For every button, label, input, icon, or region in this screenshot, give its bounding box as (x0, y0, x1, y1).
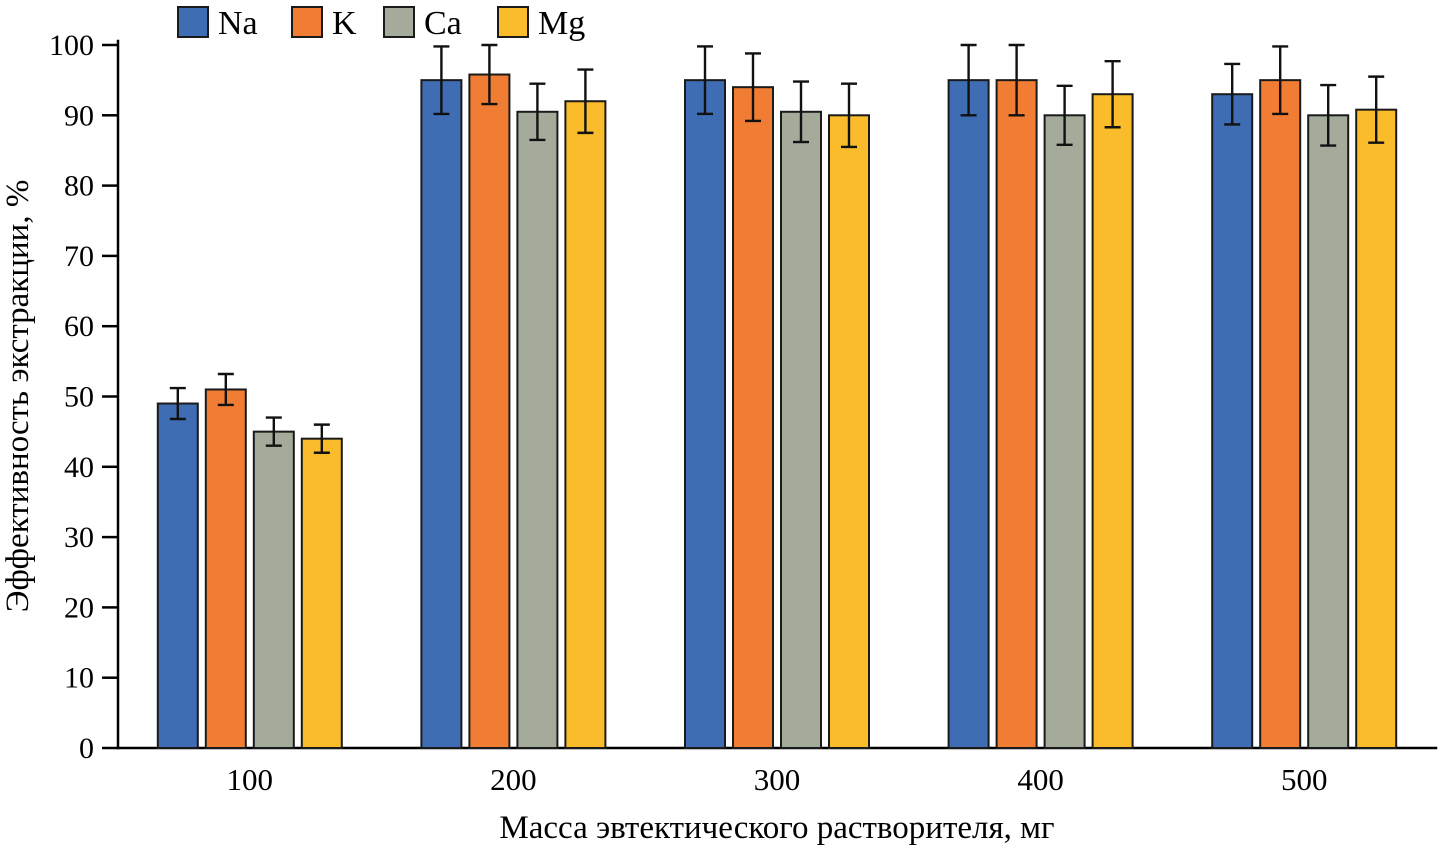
x-tick-label: 300 (754, 762, 801, 797)
bar-K-100 (204, 388, 247, 749)
legend-label-Ca: Ca (424, 5, 462, 42)
bar-Ca-200 (516, 110, 559, 750)
y-tick-label: 0 (79, 732, 94, 765)
bar-Ca-400 (1043, 114, 1086, 750)
bar-Na-300 (684, 79, 726, 749)
bar-Na-200 (420, 79, 463, 749)
legend-swatch-Mg (497, 6, 529, 38)
x-tick-label: 500 (1281, 762, 1328, 797)
y-tick-label: 60 (64, 310, 94, 343)
bar-Mg-300 (828, 114, 870, 750)
bar-Ca-100 (252, 430, 295, 749)
bar-Ca-300 (780, 110, 822, 750)
bar-K-200 (468, 73, 511, 749)
x-tick-label: 400 (1017, 762, 1064, 797)
bar-Mg-400 (1091, 93, 1134, 749)
y-tick-label: 40 (64, 451, 94, 484)
y-tick-label: 80 (64, 170, 94, 203)
legend-label-K: K (332, 5, 357, 42)
y-tick-label: 70 (64, 240, 94, 273)
legend-swatch-K (291, 6, 323, 38)
bar-Mg-100 (300, 437, 343, 749)
legend: Na K Ca Mg (177, 5, 585, 42)
legend-label-Mg: Mg (538, 5, 585, 42)
y-tick-label: 50 (64, 381, 94, 414)
bar-Ca-500 (1307, 114, 1350, 750)
legend-swatch-Ca (383, 6, 415, 38)
plot-area: 0 10 20 30 40 50 60 70 80 90 100 100 200 300 400 500 (49, 29, 1438, 797)
y-tick-label: 30 (64, 521, 94, 554)
y-axis-label: Эффективность экстракции, % (0, 180, 36, 613)
bar-Mg-500 (1355, 108, 1398, 749)
bar-Mg-200 (564, 100, 607, 750)
x-axis-label: Масса эвтектического растворителя, мг (499, 810, 1054, 846)
legend-label-Na: Na (218, 5, 258, 42)
y-tick-label: 10 (64, 662, 94, 695)
bar-Na-100 (156, 402, 199, 749)
bar-K-500 (1259, 79, 1302, 749)
y-tick-label: 20 (64, 591, 94, 624)
y-tick-label: 90 (64, 99, 94, 132)
bar-Na-400 (947, 79, 990, 749)
legend-swatch-Na (177, 6, 209, 38)
y-tick-label: 100 (49, 29, 94, 62)
bar-K-400 (995, 79, 1038, 749)
x-tick-label: 100 (227, 762, 274, 797)
bar-Na-500 (1211, 93, 1254, 749)
bar-K-300 (732, 86, 774, 750)
x-tick-label: 200 (490, 762, 537, 797)
